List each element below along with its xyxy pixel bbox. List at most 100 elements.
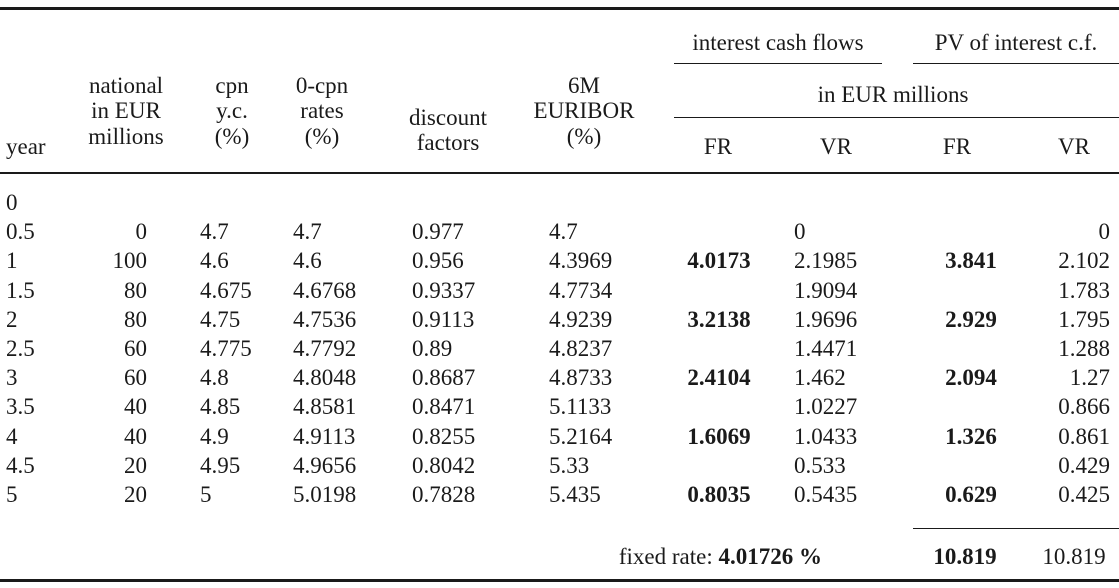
cell-cpn: 4.9 [200,423,229,449]
header-euribor-line2: EURIBOR [533,98,635,124]
cell-df: 0.7828 [412,482,476,507]
cell-pv-fr: 2.929 [945,306,997,332]
cell-national: 100 [112,248,148,274]
cell-df: 0.956 [412,248,464,274]
fixed-rate-line: fixed rate: 4.01726 % [619,545,822,568]
cell-icf-vr: 0.5435 [794,482,858,507]
cell-icf-fr: 2.4104 [687,365,751,391]
cell-pv-vr: 0.861 [1058,423,1110,449]
cell-euribor: 5.33 [549,452,590,478]
cell-pv-fr: 1.326 [945,423,997,449]
cell-euribor: 4.3969 [549,248,613,274]
header-year: year [6,134,46,159]
cell-pv-vr: 1.27 [1069,365,1110,391]
cell-zero: 4.7536 [293,306,357,332]
cell-icf-fr: 4.0173 [687,248,751,274]
cell-pv-fr: 3.841 [945,248,997,274]
cell-euribor: 5.2164 [549,423,613,449]
cell-cpn: 4.8 [200,365,229,391]
cell-cpn: 4.85 [200,394,241,420]
cell-zero: 5.0198 [293,482,357,507]
cell-cpn: 4.675 [200,277,252,303]
cell-national: 0 [135,219,148,245]
cell-cpn: 4.775 [200,336,252,361]
cell-cpn: 4.7 [200,219,229,245]
header-euribor-line3: (%) [566,123,602,149]
cell-year: 3 [6,365,18,391]
cell-national: 60 [124,336,147,361]
pv-interest-underline [913,63,1119,64]
cell-icf-fr: 1.6069 [687,423,751,449]
cell-year: 5 [6,482,18,507]
cell-euribor: 5.435 [549,482,601,507]
cell-icf-vr: 1.0433 [794,423,858,449]
cell-year: 1.5 [6,277,35,303]
header-pv-fr: FR [942,134,972,159]
cell-pv-fr: 2.094 [945,365,997,391]
cell-df: 0.9113 [412,306,475,332]
unit-underline [674,117,1119,118]
interest-cash-flows-underline [674,63,882,64]
cell-icf-fr: 3.2138 [687,306,751,332]
cell-zero: 4.6768 [293,277,357,303]
cell-euribor: 4.8733 [549,365,613,391]
cell-cpn: 4.6 [200,248,229,274]
cell-pv-vr: 0.866 [1058,394,1110,420]
bottom-rule [0,579,1119,582]
header-discount-line2: factors [416,130,480,156]
cell-year: 1 [6,248,18,274]
header-interest-cash-flows: interest cash flows [692,30,864,55]
header-discount-line1: discount [409,105,487,130]
pv-total-overline [913,528,1119,529]
header-cpn-line3: (%) [214,123,250,149]
cell-zero: 4.9113 [293,423,356,449]
cell-year: 4 [6,423,18,449]
cell-icf-vr: 1.462 [794,365,846,391]
cell-pv-vr: 1.783 [1058,277,1110,303]
cell-year: 3.5 [6,394,35,420]
header-cpn-line2: y.c. [216,98,248,124]
header-cpn: cpn y.c. (%) [215,73,249,149]
cell-zero: 4.8581 [293,394,357,420]
header-zero-cpn: 0-cpn rates (%) [296,73,348,149]
cell-cpn: 4.75 [200,306,241,332]
cell-year: 2.5 [6,336,35,361]
cell-zero: 4.8048 [293,365,357,391]
cell-df: 0.977 [412,219,464,245]
cell-national: 60 [124,365,147,391]
cell-pv-fr: 0.629 [945,482,997,507]
cell-df: 0.89 [412,336,453,361]
cell-national: 20 [124,452,147,478]
cell-cpn: 4.95 [200,452,241,478]
cell-df: 0.8255 [412,423,476,449]
fixed-rate-label: fixed rate: [618,544,719,569]
cell-zero: 4.7 [293,219,322,245]
cell-icf-vr: 1.0227 [794,394,858,420]
cell-euribor: 4.7 [549,219,578,245]
header-discount: discount factors [409,105,487,156]
cell-cpn: 5 [200,482,212,507]
header-unit: in EUR millions [817,82,969,107]
cell-euribor: 5.1133 [549,394,612,420]
cell-pv-vr: 0 [1098,219,1111,245]
cell-pv-vr: 1.288 [1058,336,1110,361]
cell-year: 4.5 [6,452,35,478]
header-rule [0,172,1119,174]
cell-euribor: 4.8237 [549,336,613,361]
cell-df: 0.8042 [412,452,476,478]
cell-euribor: 4.7734 [549,277,613,303]
header-icf-fr: FR [703,134,733,159]
cell-icf-fr: 0.8035 [687,482,751,507]
header-zero-cpn-line2: rates [300,98,344,124]
cell-year: 0.5 [6,219,35,245]
cell-national: 40 [124,394,147,420]
header-icf-vr: VR [820,134,852,159]
cell-zero: 4.6 [293,248,322,274]
header-national: national in EUR millions [88,73,163,149]
cell-national: 40 [124,423,147,449]
cell-national: 80 [124,277,147,303]
cell-icf-vr: 2.1985 [794,248,858,274]
cell-year: 2 [6,306,18,332]
cell-pv-vr: 2.102 [1058,248,1110,274]
